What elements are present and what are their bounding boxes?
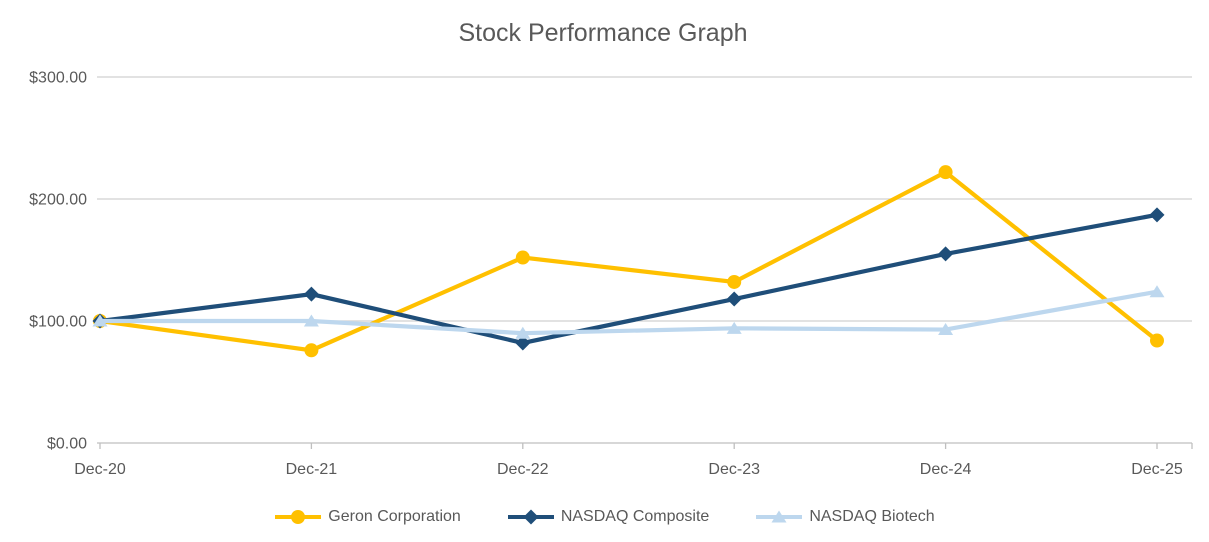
triangle-legend-marker-icon bbox=[756, 510, 803, 523]
data-point bbox=[92, 314, 108, 327]
data-point bbox=[304, 343, 319, 358]
series-line bbox=[97, 169, 1160, 353]
data-point bbox=[726, 291, 742, 307]
data-point bbox=[1149, 285, 1165, 298]
data-point bbox=[303, 286, 319, 302]
diamond-legend-marker-icon bbox=[507, 509, 554, 525]
data-point bbox=[515, 326, 531, 339]
data-point bbox=[1149, 207, 1165, 223]
data-point bbox=[726, 321, 742, 334]
y-axis-label: $0.00 bbox=[47, 436, 87, 453]
axes bbox=[97, 442, 1193, 449]
legend-sample-marker bbox=[771, 510, 787, 523]
x-axis-label: Dec-21 bbox=[286, 461, 338, 478]
legend: Geron Corporation NASDAQ Composite NASDAQ … bbox=[0, 503, 1209, 531]
series-line bbox=[97, 289, 1160, 336]
data-point bbox=[938, 323, 954, 336]
data-point bbox=[303, 314, 319, 327]
data-point bbox=[727, 274, 742, 289]
legend-label: Geron Corporation bbox=[328, 508, 461, 525]
x-axis-label: Dec-22 bbox=[497, 461, 549, 478]
x-axis-label: Dec-23 bbox=[708, 461, 760, 478]
y-axis-label: $300.00 bbox=[29, 70, 87, 87]
y-axis-label: $100.00 bbox=[29, 314, 87, 331]
series-line bbox=[97, 212, 1160, 346]
data-point bbox=[938, 165, 953, 180]
data-point bbox=[1150, 333, 1164, 348]
legend-sample-marker bbox=[291, 510, 306, 524]
legend-item: NASDAQ Biotech bbox=[755, 508, 935, 526]
chart-title: Stock Performance Graph bbox=[458, 19, 747, 47]
x-axis-label: Dec-24 bbox=[920, 461, 972, 478]
series-lines bbox=[92, 165, 1165, 358]
legend-item: NASDAQ Composite bbox=[507, 508, 710, 526]
y-axis-labels: $0.00 $100.00 $200.00 $300.00 bbox=[29, 70, 87, 453]
circle-legend-marker-icon bbox=[275, 510, 322, 524]
gridlines bbox=[97, 76, 1192, 322]
data-point bbox=[515, 250, 530, 265]
legend-label: NASDAQ Biotech bbox=[809, 508, 935, 525]
legend-item: Geron Corporation bbox=[274, 508, 461, 526]
x-axis-label: Dec-25 bbox=[1131, 461, 1183, 478]
data-point bbox=[515, 335, 531, 351]
legend-label: NASDAQ Composite bbox=[560, 508, 710, 525]
legend-sample-marker bbox=[523, 509, 539, 525]
x-axis-labels: Dec-20 Dec-21 Dec-22 Dec-23 Dec-24 Dec-25 bbox=[74, 461, 1183, 478]
data-point bbox=[938, 246, 954, 262]
y-axis-label: $200.00 bbox=[29, 192, 87, 209]
x-axis-label: Dec-20 bbox=[74, 461, 126, 478]
